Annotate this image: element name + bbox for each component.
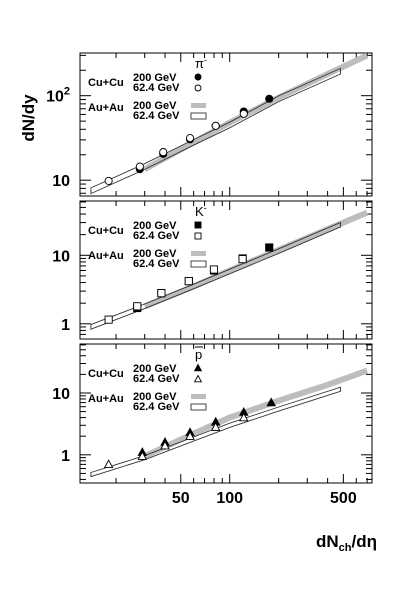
legend-auau-label: Au+Au xyxy=(88,102,124,114)
data-point-triangle-filled xyxy=(266,397,276,407)
y-tick-label-base: 10 xyxy=(52,248,70,265)
panel-frame xyxy=(79,343,373,484)
legend-marker-box xyxy=(190,112,207,120)
y-tick-label-base: 10 xyxy=(46,89,64,106)
legend-62gev-label: 62.4 GeV xyxy=(133,230,180,242)
data-point-circle-open xyxy=(159,148,168,157)
y-tick-label: 10 xyxy=(52,386,70,403)
data-point-circle-open xyxy=(211,121,220,130)
data-point-square-filled xyxy=(265,243,274,252)
data-point-triangle-open xyxy=(239,412,249,422)
y-tick-label: 102 xyxy=(46,86,70,106)
x-tick-label: 100 xyxy=(216,490,243,507)
data-point-square-open xyxy=(157,289,166,298)
particle-label: π- xyxy=(195,55,207,71)
legend-marker-band xyxy=(191,103,206,108)
data-point-circle-open xyxy=(185,134,195,143)
data-point-triangle-open xyxy=(137,451,148,460)
legend-marker-square-open xyxy=(194,232,202,240)
legend-marker-band xyxy=(191,251,206,256)
data-point-triangle-open xyxy=(103,459,114,469)
particle-label: p xyxy=(195,347,202,362)
series-auau-62-box xyxy=(90,386,341,478)
legend-62gev-label: 62.4 GeV xyxy=(133,110,180,122)
series-auau-62-box xyxy=(90,221,341,330)
legend-marker-triangle-open xyxy=(193,374,203,383)
legend-200gev-label: 200 GeV xyxy=(133,100,177,112)
data-point-square-open xyxy=(238,255,247,264)
particle-label-base: π xyxy=(195,56,204,71)
y-tick-label-base: 1 xyxy=(61,448,70,465)
y-tick-label-base: 10 xyxy=(52,173,70,190)
y-tick-label: 1 xyxy=(61,448,70,465)
legend-auau-label: Au+Au xyxy=(88,393,124,405)
particle-label-base: p xyxy=(195,347,202,362)
y-tick-label-base: 1 xyxy=(61,317,70,334)
legend-cucu-label: Cu+Cu xyxy=(88,368,124,380)
legend-200gev-label: 200 GeV xyxy=(133,363,177,375)
y-tick-label: 10 xyxy=(52,173,70,190)
y-tick-label: 1 xyxy=(61,317,70,334)
y-tick-label: 10 xyxy=(52,248,70,265)
legend-cucu-label: Cu+Cu xyxy=(88,225,124,237)
particle-label: K- xyxy=(195,203,207,219)
legend-200gev-label: 200 GeV xyxy=(133,72,177,84)
particle-label-charge: - xyxy=(204,203,207,213)
data-point-circle-filled xyxy=(265,94,274,103)
data-point-triangle-open xyxy=(185,431,195,440)
data-point-square-open xyxy=(184,277,193,286)
legend-marker-box xyxy=(190,403,207,411)
legend-62gev-label: 62.4 GeV xyxy=(133,258,180,270)
legend-62gev-label: 62.4 GeV xyxy=(133,373,180,385)
particle-label-charge: - xyxy=(204,55,207,65)
y-axis-title: dN/dy xyxy=(19,94,38,142)
x-tick-label: 50 xyxy=(172,490,190,507)
x-axis-title: dNch/dη xyxy=(316,532,377,554)
legend-200gev-label: 200 GeV xyxy=(133,391,177,403)
data-point-triangle-open xyxy=(210,422,221,431)
y-tick-label-exponent: 2 xyxy=(64,86,70,98)
legend-200gev-label: 200 GeV xyxy=(133,248,177,260)
legend-marker-circle-filled xyxy=(194,73,202,81)
legend-200gev-label: 200 GeV xyxy=(133,220,177,232)
legend-marker-triangle-filled xyxy=(193,363,203,372)
series-auau-200-band xyxy=(143,209,369,310)
data-point-square-open xyxy=(209,265,219,274)
x-tick-label: 500 xyxy=(330,490,357,507)
series-auau-200-band xyxy=(143,367,369,459)
data-point-triangle-open xyxy=(160,440,170,450)
data-point-square-open xyxy=(133,302,142,311)
y-tick-label-base: 10 xyxy=(52,386,70,403)
panel-frame xyxy=(79,52,373,197)
legend-cucu-label: Cu+Cu xyxy=(88,77,124,89)
legend-marker-box xyxy=(190,260,207,268)
particle-label-base: K xyxy=(195,204,204,219)
legend-marker-band xyxy=(191,394,206,399)
data-point-circle-open xyxy=(239,109,248,118)
legend-62gev-label: 62.4 GeV xyxy=(133,82,180,94)
data-point-circle-open xyxy=(135,162,144,171)
data-point-circle-open xyxy=(104,176,113,185)
data-point-square-open xyxy=(104,315,113,324)
legend-marker-square-filled xyxy=(194,221,202,229)
legend-marker-circle-open xyxy=(194,84,202,92)
legend-auau-label: Au+Au xyxy=(88,250,124,262)
legend-62gev-label: 62.4 GeV xyxy=(133,401,180,413)
